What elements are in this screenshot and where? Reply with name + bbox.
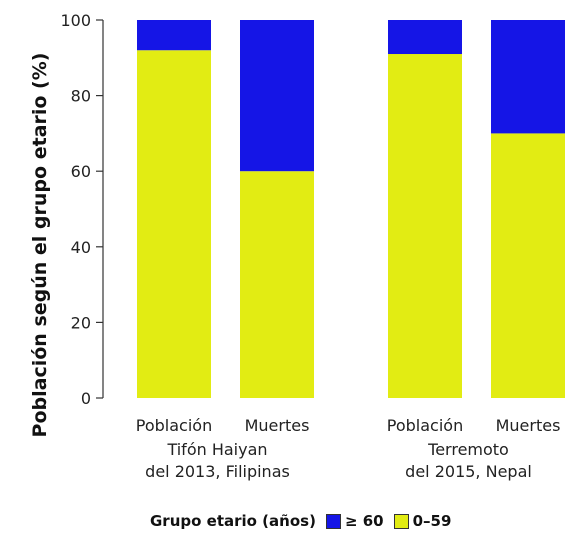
category-label: Población xyxy=(387,416,463,435)
legend: Grupo etario (años) ≥ 60 0–59 xyxy=(150,512,461,530)
bar-segment-age-0-59 xyxy=(491,133,565,398)
bar-segment-age-60-plus xyxy=(240,20,314,172)
bar-segment-age-0-59 xyxy=(388,54,462,399)
y-tick-label: 20 xyxy=(71,313,91,332)
category-label: Muertes xyxy=(496,416,561,435)
y-axis-title: Población según el grupo etario (%) xyxy=(29,53,51,438)
bar-segment-age-60-plus xyxy=(388,20,462,55)
legend-swatch-0-59 xyxy=(393,513,409,529)
legend-label-60-plus: ≥ 60 xyxy=(344,512,384,530)
category-label: Población xyxy=(136,416,212,435)
y-axis: 0 20 40 60 80 100 xyxy=(60,11,104,408)
category-labels: Población Muertes Tifón Haiyan del 2013, Fi… xyxy=(136,416,561,481)
y-tick-label: 0 xyxy=(81,389,91,408)
bar-segment-age-0-59 xyxy=(240,171,314,398)
legend-item-60-plus: ≥ 60 xyxy=(325,512,384,530)
y-tick-label: 100 xyxy=(60,11,91,30)
group-label: Terremoto xyxy=(427,440,509,459)
bar-segment-age-60-plus xyxy=(137,20,211,51)
group-label: del 2013, Filipinas xyxy=(145,462,290,481)
bar-segment-age-0-59 xyxy=(137,50,211,399)
group-label: Tifón Haiyan xyxy=(166,440,267,459)
legend-label-0-59: 0–59 xyxy=(412,512,452,530)
y-tick-label: 60 xyxy=(71,162,91,181)
chart-svg: Población según el grupo etario (%) 0 20 4… xyxy=(29,11,565,481)
bar-area xyxy=(137,20,565,399)
legend-title: Grupo etario (años) xyxy=(150,512,316,530)
legend-item-0-59: 0–59 xyxy=(393,512,452,530)
bar-segment-age-60-plus xyxy=(491,20,565,134)
legend-swatch-60-plus xyxy=(325,513,341,529)
y-tick-label: 80 xyxy=(71,87,91,106)
category-label: Muertes xyxy=(245,416,310,435)
group-label: del 2015, Nepal xyxy=(405,462,532,481)
y-tick-label: 40 xyxy=(71,238,91,257)
